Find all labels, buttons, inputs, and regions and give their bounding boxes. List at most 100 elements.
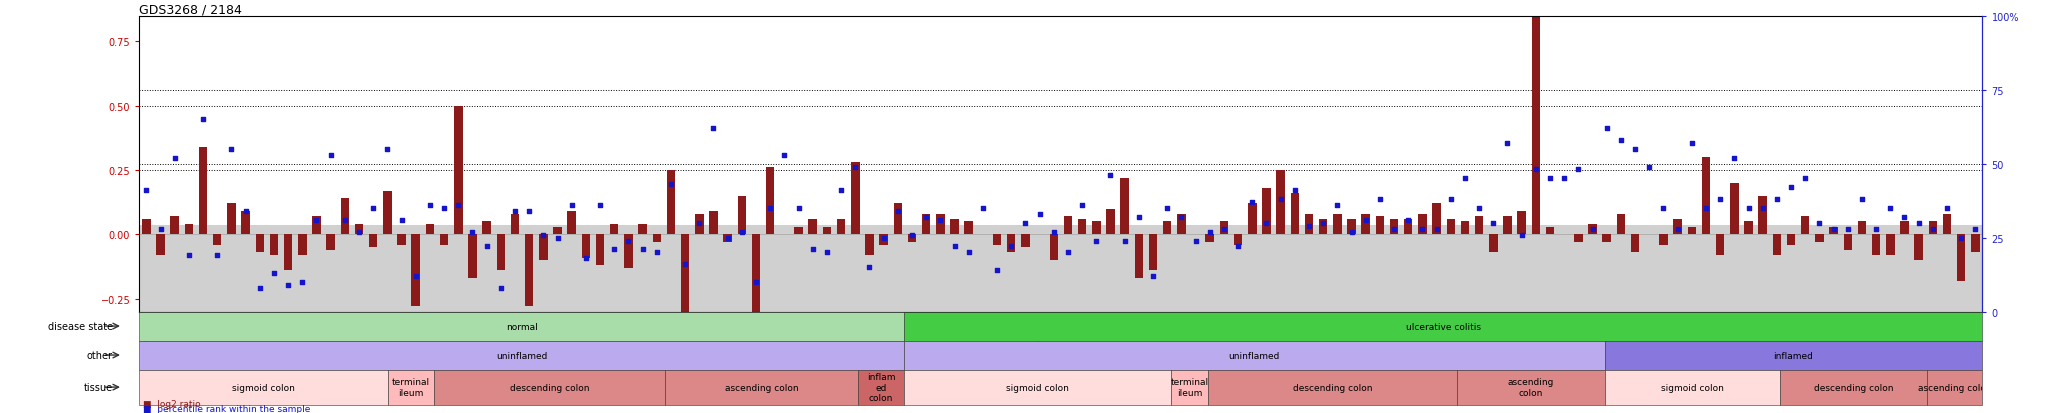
Bar	[1171, 370, 1208, 405]
Point	[725, 229, 758, 235]
Point	[924, 217, 956, 223]
Bar	[141, 219, 152, 235]
Text: uninflamed: uninflamed	[1229, 351, 1280, 360]
Point	[569, 255, 602, 262]
Point	[201, 252, 233, 259]
Bar	[858, 370, 903, 405]
Bar	[311, 217, 322, 235]
Bar	[170, 217, 178, 235]
Bar	[553, 227, 561, 235]
Point	[1122, 214, 1155, 221]
Point	[244, 285, 276, 292]
Bar	[434, 370, 664, 405]
Bar	[1970, 235, 1980, 253]
Point	[342, 229, 375, 235]
Bar	[354, 225, 362, 235]
Bar	[903, 370, 1171, 405]
Bar	[1063, 217, 1073, 235]
Bar	[1602, 235, 1612, 242]
Text: ascending
colon: ascending colon	[1507, 377, 1554, 397]
Bar	[270, 235, 279, 255]
Point	[952, 249, 985, 256]
Point	[1563, 167, 1595, 173]
Point	[1223, 244, 1255, 250]
Bar	[903, 341, 1606, 370]
Point	[1860, 226, 1892, 233]
Bar	[1872, 235, 1880, 255]
Point	[981, 267, 1014, 274]
Bar	[213, 235, 221, 245]
Point	[471, 244, 504, 250]
Bar	[326, 235, 336, 250]
Bar	[1858, 222, 1866, 235]
Bar	[1673, 219, 1681, 235]
Point	[328, 217, 360, 223]
Text: tissue: tissue	[84, 382, 113, 392]
Point	[143, 226, 176, 233]
Text: descending colon: descending colon	[510, 383, 590, 392]
Bar	[1843, 235, 1851, 250]
Bar	[1405, 219, 1413, 235]
Bar	[610, 225, 618, 235]
Point	[584, 202, 616, 209]
Point	[287, 279, 319, 286]
Point	[1733, 205, 1765, 212]
Point	[1378, 226, 1411, 233]
Bar	[1901, 222, 1909, 235]
Point	[1278, 188, 1311, 194]
Bar	[723, 235, 731, 242]
Bar	[1008, 235, 1016, 253]
Point	[1094, 173, 1126, 179]
Point	[1845, 196, 1878, 203]
Bar	[412, 235, 420, 307]
Text: normal: normal	[506, 322, 539, 331]
Point	[1024, 211, 1057, 218]
Text: ulcerative colitis: ulcerative colitis	[1405, 322, 1481, 331]
Bar	[864, 235, 874, 255]
Bar	[950, 219, 958, 235]
Point	[1165, 214, 1198, 221]
Bar	[625, 235, 633, 268]
Point	[371, 146, 403, 153]
Bar	[1546, 227, 1554, 235]
Point	[272, 282, 305, 289]
Bar	[809, 219, 817, 235]
Text: terminal
ileum: terminal ileum	[391, 377, 430, 397]
Bar	[184, 225, 193, 235]
Point	[1065, 202, 1098, 209]
Text: terminal
ileum: terminal ileum	[1171, 377, 1208, 397]
Point	[186, 116, 219, 123]
Point	[627, 247, 659, 253]
Text: GDS3268 / 2184: GDS3268 / 2184	[139, 4, 242, 17]
Text: sigmoid colon: sigmoid colon	[1661, 383, 1724, 392]
Point	[641, 249, 674, 256]
Point	[385, 217, 418, 223]
Point	[1747, 205, 1780, 212]
Bar	[1589, 225, 1597, 235]
Point	[1903, 220, 1935, 226]
Point	[1718, 155, 1751, 161]
Bar	[766, 168, 774, 235]
Point	[1419, 226, 1452, 233]
Bar	[737, 196, 745, 235]
Point	[158, 155, 190, 161]
Point	[1675, 140, 1708, 147]
Bar	[139, 341, 903, 370]
Point	[866, 235, 899, 241]
Bar	[1702, 158, 1710, 235]
Bar	[1458, 370, 1606, 405]
Point	[895, 232, 928, 238]
Point	[1661, 226, 1694, 233]
Point	[1704, 196, 1737, 203]
Text: ascending colon: ascending colon	[725, 383, 799, 392]
Bar	[1489, 235, 1497, 253]
Point	[1051, 249, 1083, 256]
Point	[498, 208, 530, 215]
Bar	[1022, 235, 1030, 248]
Point	[782, 205, 815, 212]
Bar	[1800, 217, 1810, 235]
Point	[739, 279, 772, 286]
Bar	[383, 191, 391, 235]
Point	[1079, 237, 1112, 244]
Bar	[285, 235, 293, 271]
